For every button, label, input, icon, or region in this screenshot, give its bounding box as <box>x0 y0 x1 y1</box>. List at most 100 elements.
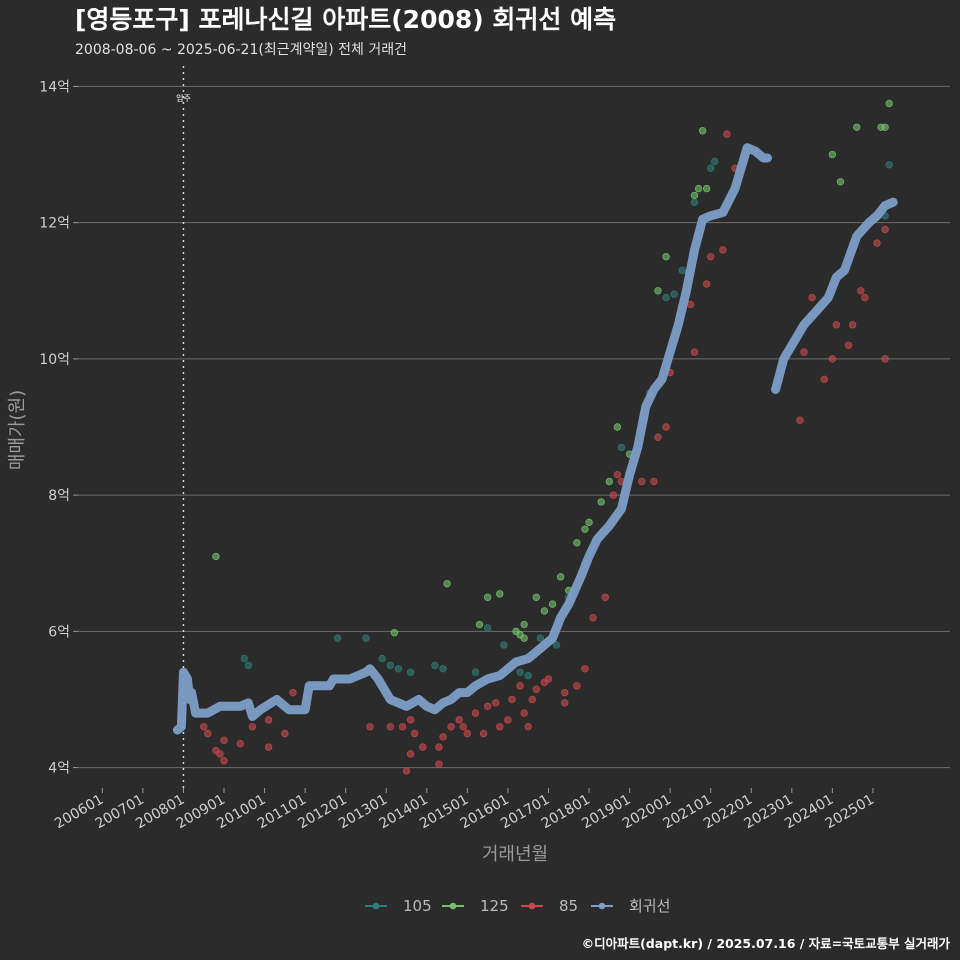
point-105 <box>471 668 480 676</box>
y-tick-label: 12억 <box>39 216 70 232</box>
legend-label: 회귀선 <box>629 897 670 915</box>
annotation-label: 입주 <box>176 94 191 103</box>
point-85 <box>398 722 407 731</box>
point-85 <box>613 470 622 479</box>
point-85 <box>289 688 297 697</box>
point-125 <box>520 634 528 642</box>
regression-segment <box>771 197 898 394</box>
point-85 <box>281 729 289 738</box>
legend-swatch-dot <box>598 902 606 910</box>
point-105 <box>711 157 719 166</box>
point-125 <box>540 607 549 615</box>
point-125 <box>520 620 528 629</box>
point-105 <box>244 661 253 670</box>
point-105 <box>516 668 524 676</box>
point-125 <box>654 287 662 295</box>
point-105 <box>524 671 532 680</box>
point-85 <box>589 614 597 622</box>
point-125 <box>698 127 707 135</box>
point-85 <box>204 729 212 738</box>
point-85 <box>200 722 208 731</box>
point-125 <box>581 525 589 533</box>
y-tick-label: 14억 <box>39 79 70 95</box>
point-125 <box>605 477 614 486</box>
point-125 <box>690 191 699 200</box>
point-85 <box>848 321 857 329</box>
point-85 <box>406 716 415 724</box>
point-125 <box>496 590 504 598</box>
point-125 <box>702 184 711 193</box>
point-125 <box>853 123 861 132</box>
point-105 <box>394 665 403 673</box>
legend-swatch-dot <box>528 902 536 910</box>
point-85 <box>609 491 618 499</box>
point-85 <box>366 722 374 731</box>
point-125 <box>390 629 399 637</box>
regression-line <box>172 143 898 735</box>
regression-segment <box>172 143 772 735</box>
point-85 <box>216 750 224 758</box>
point-85 <box>220 736 228 745</box>
legend: 105 125 85 회귀선 <box>365 897 670 915</box>
point-85 <box>248 722 257 731</box>
point-125 <box>885 99 893 108</box>
y-tick-label: 10억 <box>39 352 70 368</box>
point-85 <box>544 675 553 683</box>
point-85 <box>796 416 804 424</box>
point-85 <box>386 722 394 731</box>
point-105 <box>670 290 678 298</box>
point-105 <box>662 293 670 302</box>
point-105 <box>386 661 394 670</box>
point-85 <box>264 743 273 751</box>
point-85 <box>471 709 480 717</box>
point-85 <box>479 729 488 738</box>
point-85 <box>439 733 447 741</box>
point-85 <box>560 688 569 697</box>
legend-swatch-dot <box>372 902 380 910</box>
point-85 <box>857 287 865 295</box>
point-85 <box>492 699 500 707</box>
point-105 <box>500 641 508 649</box>
point-125 <box>836 178 845 186</box>
point-125 <box>694 184 703 193</box>
y-tick-label: 4억 <box>48 761 70 777</box>
point-125 <box>556 573 565 581</box>
point-125 <box>443 579 451 588</box>
point-85 <box>832 321 841 329</box>
point-105 <box>483 624 492 632</box>
point-85 <box>581 665 589 673</box>
y-tick-label: 8억 <box>48 488 70 504</box>
point-85 <box>236 740 244 748</box>
point-125 <box>212 552 220 561</box>
point-85 <box>435 743 443 751</box>
point-85 <box>702 280 711 288</box>
point-85 <box>844 341 853 349</box>
point-85 <box>264 716 273 724</box>
point-125 <box>828 150 837 159</box>
point-125 <box>585 518 593 527</box>
point-85 <box>410 729 419 738</box>
point-85 <box>406 750 415 758</box>
point-85 <box>528 695 536 704</box>
point-105 <box>678 266 687 275</box>
point-105 <box>885 161 893 169</box>
point-85 <box>800 348 808 356</box>
point-85 <box>516 682 524 690</box>
point-85 <box>504 716 512 724</box>
y-axis-title: 매매가(원) <box>7 390 28 470</box>
point-85 <box>520 709 528 717</box>
point-85 <box>435 760 443 768</box>
point-85 <box>723 130 731 138</box>
point-105 <box>536 634 545 642</box>
point-85 <box>654 433 662 441</box>
point-85 <box>220 757 228 765</box>
legend-swatch-dot <box>449 902 457 910</box>
y-tick-label: 6억 <box>48 624 70 640</box>
point-125 <box>548 600 557 608</box>
point-85 <box>459 722 468 731</box>
point-85 <box>662 423 670 431</box>
point-105 <box>240 654 248 663</box>
x-axis-title: 거래년월 <box>482 844 548 865</box>
point-125 <box>613 423 622 431</box>
point-105 <box>406 668 415 676</box>
